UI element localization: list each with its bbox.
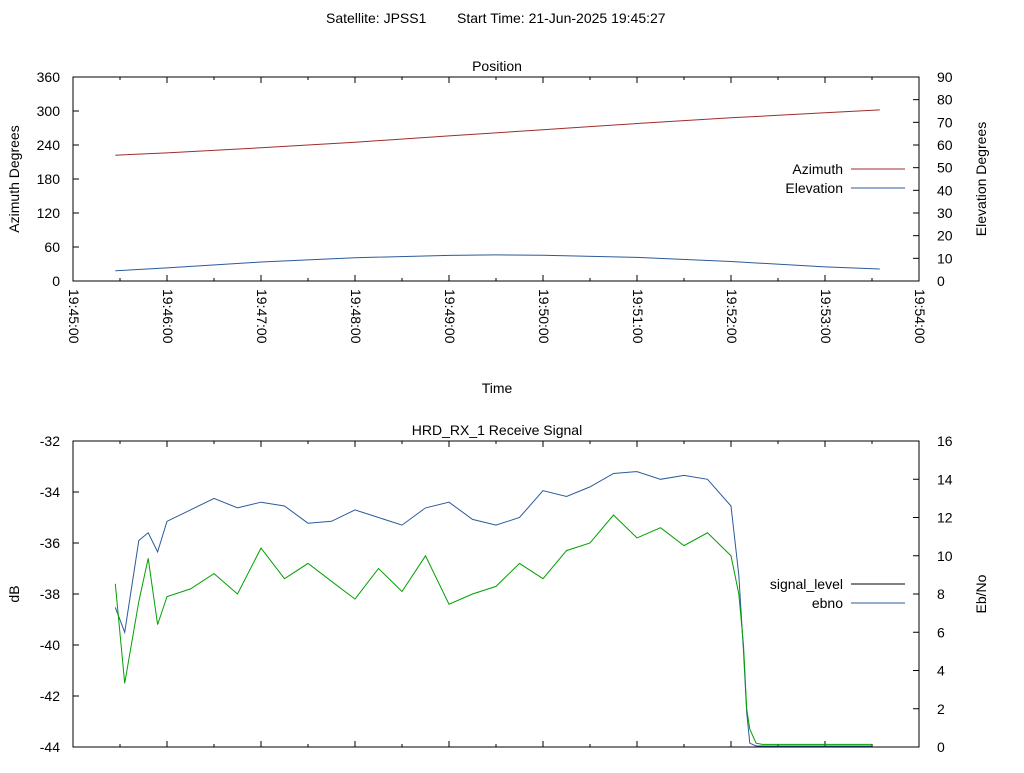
legend-elevation-label: Elevation	[785, 180, 843, 196]
y-tick-label: 240	[37, 137, 61, 153]
position-y-ticks: 0 60 120 180 240 300 360	[37, 69, 79, 289]
x-tick-label: 19:47:00	[254, 289, 270, 344]
y2-tick-label: 10	[937, 250, 953, 266]
x-tick-label: 19:52:00	[724, 289, 740, 344]
y-tick-label: 60	[44, 239, 60, 255]
x-tick-label: 19:49:00	[442, 289, 458, 344]
position-x-axis-label: Time	[482, 380, 513, 396]
y2-tick-label: 10	[937, 548, 953, 564]
signal-y-ticks: -44 -42 -40 -38 -36 -34 -32	[40, 433, 79, 755]
y2-tick-label: 6	[937, 624, 945, 640]
y2-tick-label: 16	[937, 433, 953, 449]
y2-tick-label: 30	[937, 205, 953, 221]
y-tick-label: 300	[37, 103, 61, 119]
position-title: Position	[472, 58, 522, 74]
y-tick-label: -40	[40, 637, 60, 653]
signal-x-ticks	[72, 441, 920, 747]
y2-tick-label: 70	[937, 114, 953, 130]
y-tick-label: 0	[52, 273, 60, 289]
position-chart: Position 19:45:00 19:46:00 19:47:00 19:48:0…	[6, 58, 989, 396]
y2-tick-label: 0	[937, 273, 945, 289]
y-tick-label: -34	[40, 484, 60, 500]
y2-tick-label: 40	[937, 182, 953, 198]
x-tick-label: 19:48:00	[348, 289, 364, 344]
signal-chart: HRD_RX_1 Receive Signal -44-42-40-38-36-…	[6, 422, 989, 755]
legend-ebno-label: ebno	[812, 595, 843, 611]
y-tick-label: 120	[37, 205, 61, 221]
header-start-time: Start Time: 21-Jun-2025 19:45:27	[457, 10, 666, 26]
signal-title: HRD_RX_1 Receive Signal	[412, 422, 582, 438]
x-tick-label: 19:50:00	[536, 289, 552, 344]
y2-tick-label: 20	[937, 228, 953, 244]
y2-tick-label: 8	[937, 586, 945, 602]
series-azimuth-line	[115, 109, 880, 156]
y-tick-label: -44	[40, 739, 60, 755]
y2-tick-label: 60	[937, 137, 953, 153]
y2-tick-label: 0	[937, 739, 945, 755]
series-signal-level-line	[114, 514, 872, 745]
signal-y-axis-label: dB	[6, 585, 22, 602]
x-tick-label: 19:46:00	[160, 289, 176, 344]
y2-tick-label: 90	[937, 69, 953, 85]
y-tick-label: 360	[37, 69, 61, 85]
y2-tick-label: 50	[937, 160, 953, 176]
signal-y2-axis-label: Eb/No	[973, 574, 989, 613]
position-y2-axis-label: Elevation Degrees	[973, 122, 989, 236]
x-tick-label: 19:45:00	[66, 289, 82, 344]
legend-azimuth-label: Azimuth	[792, 161, 843, 177]
y-tick-label: -42	[40, 688, 60, 704]
y2-tick-label: 12	[937, 510, 953, 526]
y-tick-label: 180	[37, 171, 61, 187]
y-tick-label: -32	[40, 433, 60, 449]
position-y-axis-label: Azimuth Degrees	[6, 125, 22, 232]
y2-tick-label: 4	[937, 663, 945, 679]
y-tick-label: -36	[40, 535, 60, 551]
legend-signal-level-label: signal_level	[770, 576, 843, 592]
signal-y2-ticks: 0 2 4 6 8 10 12 14 16	[913, 433, 953, 755]
x-tick-label: 19:53:00	[818, 289, 834, 344]
y-tick-label: -38	[40, 586, 60, 602]
y2-tick-label: 2	[937, 701, 945, 717]
position-y2-ticks: 0 10 20 30 40 50 60 70 80 90	[913, 69, 953, 289]
position-x-ticks: 19:45:00 19:46:00 19:47:00 19:48:00 19:49:00…	[66, 77, 928, 344]
header-satellite: Satellite: JPSS1	[326, 10, 427, 26]
y2-tick-label: 14	[937, 471, 953, 487]
y2-tick-label: 80	[937, 92, 953, 108]
series-elevation-line	[115, 254, 880, 272]
x-tick-label: 19:51:00	[630, 289, 646, 344]
x-tick-label: 19:54:00	[912, 289, 928, 344]
